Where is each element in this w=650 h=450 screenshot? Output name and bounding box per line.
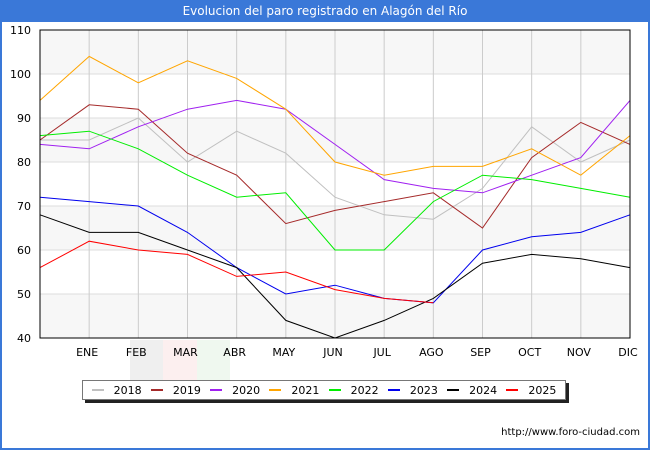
legend-label: 2019 bbox=[172, 383, 201, 397]
y-tick-label: 110 bbox=[10, 24, 31, 37]
y-axis-ticks: 40 50 60 70 80 90 100 110 bbox=[10, 24, 31, 345]
y-tick-label: 100 bbox=[10, 68, 31, 81]
legend-item: 2018 bbox=[91, 383, 142, 397]
legend-label: 2023 bbox=[409, 383, 438, 397]
y-tick-label: 70 bbox=[17, 200, 31, 213]
x-axis-ticks: ENE FEB MAR ABR MAY JUN JUL AGO SEP OCT NOV DIC bbox=[76, 346, 638, 359]
y-tick-label: 50 bbox=[17, 288, 31, 301]
legend-item: 2019 bbox=[150, 383, 201, 397]
legend-item: 2023 bbox=[387, 383, 438, 397]
legend-swatch bbox=[150, 389, 163, 391]
x-tick-label: OCT bbox=[518, 346, 541, 359]
x-tick-label: JUN bbox=[322, 346, 343, 359]
legend-item: 2020 bbox=[210, 384, 260, 397]
y-tick-label: 40 bbox=[17, 332, 31, 345]
y-tick-label: 80 bbox=[17, 156, 31, 169]
legend-swatch bbox=[91, 389, 104, 391]
legend-label: 2020 bbox=[232, 383, 261, 397]
series-line-2025 bbox=[39, 240, 434, 304]
legend: 2018 2019 2020 2021 2022 2023 2024 2025 bbox=[82, 380, 566, 400]
x-tick-label: ENE bbox=[76, 346, 98, 359]
flag-watermark bbox=[130, 340, 230, 380]
legend-swatch bbox=[447, 389, 460, 391]
legend-item: 2022 bbox=[328, 383, 379, 397]
x-tick-label: DIC bbox=[618, 346, 638, 359]
legend-label: 2025 bbox=[528, 383, 557, 397]
legend-label: 2018 bbox=[113, 383, 142, 397]
x-tick-label: NOV bbox=[567, 346, 592, 359]
legend-label: 2021 bbox=[291, 383, 320, 397]
legend-label: 2024 bbox=[469, 383, 498, 397]
x-tick-label: SEP bbox=[470, 346, 491, 359]
y-tick-label: 60 bbox=[17, 244, 31, 257]
legend-label: 2022 bbox=[350, 383, 379, 397]
source-url: http://www.foro-ciudad.com bbox=[501, 427, 640, 438]
x-tick-label: ABR bbox=[223, 346, 246, 359]
x-tick-label: JUL bbox=[372, 346, 391, 359]
series-line-2023 bbox=[39, 196, 631, 304]
title-bar: Evolucion del paro registrado en Alagón … bbox=[0, 0, 650, 22]
legend-swatch bbox=[387, 389, 400, 391]
grid-lines bbox=[40, 29, 631, 339]
x-tick-label: FEB bbox=[126, 346, 147, 359]
legend-swatch bbox=[506, 389, 519, 391]
series-line-2019 bbox=[39, 104, 631, 229]
x-tick-label: AGO bbox=[419, 346, 444, 359]
chart-title: Evolucion del paro registrado en Alagón … bbox=[182, 4, 468, 18]
series-line-2021 bbox=[39, 55, 631, 176]
series-lines bbox=[39, 55, 631, 339]
legend-item: 2021 bbox=[269, 384, 319, 397]
legend-swatch bbox=[210, 389, 223, 391]
y-tick-label: 90 bbox=[17, 112, 31, 125]
legend-item: 2025 bbox=[506, 384, 556, 397]
x-tick-label: MAR bbox=[173, 346, 198, 359]
x-tick-label: MAY bbox=[272, 346, 295, 359]
series-line-2020 bbox=[39, 99, 631, 194]
legend-swatch bbox=[328, 389, 341, 391]
legend-swatch bbox=[269, 389, 282, 391]
series-line-2018 bbox=[40, 117, 631, 220]
legend-item: 2024 bbox=[447, 384, 497, 397]
plot-border bbox=[39, 29, 631, 339]
series-line-2022 bbox=[39, 130, 631, 251]
